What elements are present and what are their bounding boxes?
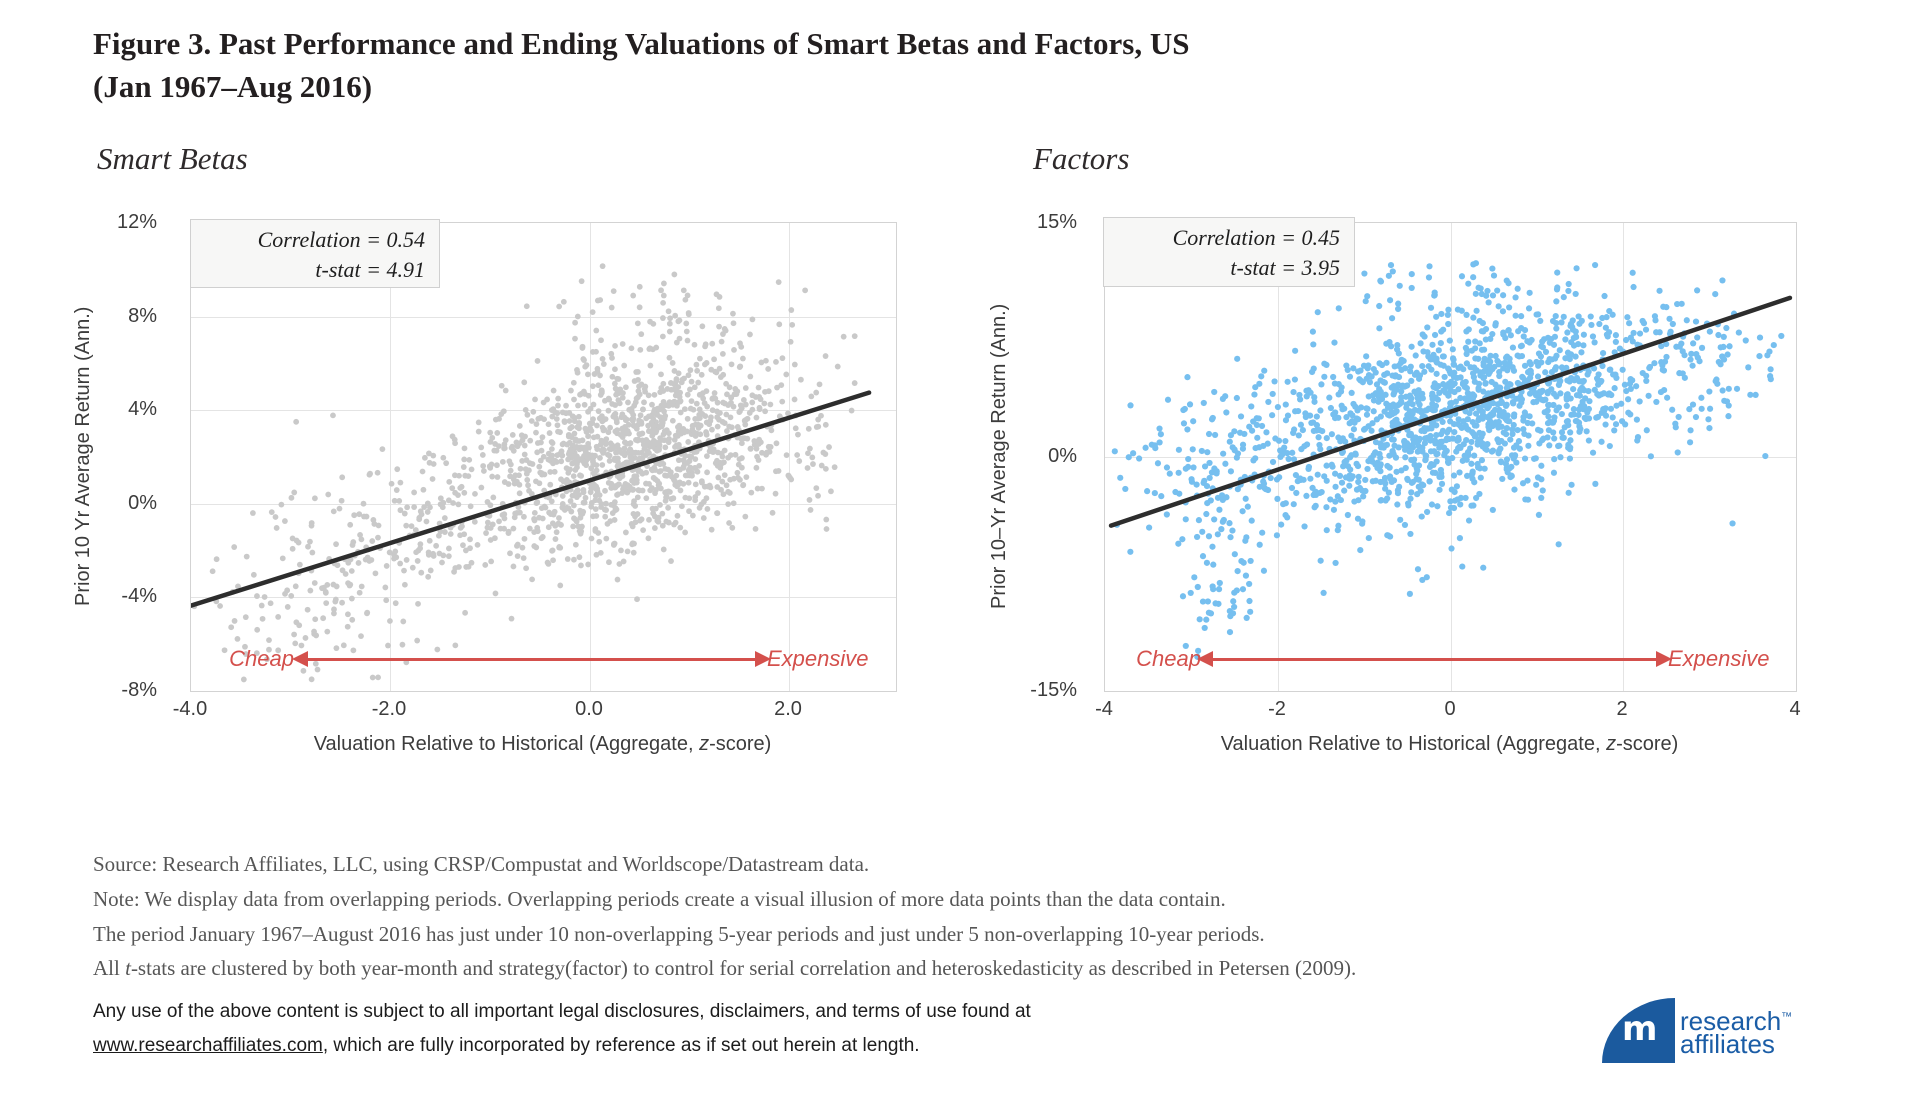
legal-disclaimer: Any use of the above content is subject … [93, 1001, 1031, 1056]
chart-title-smart-betas: Smart Betas [97, 141, 248, 176]
x-axis-title: Valuation Relative to Historical (Aggreg… [313, 733, 772, 755]
x-axis-title: Valuation Relative to Historical (Aggreg… [1220, 733, 1679, 755]
figure-title-line2: (Jan 1967–Aug 2016) [93, 69, 373, 104]
cheap-expensive-arrow [1197, 651, 1672, 667]
arrow-right-head-icon [1656, 651, 1672, 667]
scatter-points-canvas [191, 223, 896, 691]
x-tick-label: 2 [1616, 698, 1628, 720]
scatter-points-canvas [1105, 223, 1796, 691]
figure-title-line1: Figure 3. Past Performance and Ending Va… [93, 26, 1190, 61]
plot-area: Correlation = 0.45 t-stat = 3.95 Cheap E… [1103, 217, 1797, 692]
cheap-label: Cheap [1136, 646, 1201, 671]
x-tick-label: -4 [1095, 698, 1113, 720]
x-tick-label: 4 [1789, 698, 1801, 720]
plot-area: Correlation = 0.54 t-stat = 4.91 Cheap E… [190, 219, 897, 692]
note-overlapping: Note: We display data from overlapping p… [93, 887, 1226, 911]
expensive-label: Expensive [767, 646, 869, 671]
source-note: Source: Research Affiliates, LLC, using … [93, 852, 870, 876]
y-tick-label: -15% [1030, 679, 1077, 701]
logo-wordmark: research™ affiliates [1680, 1006, 1793, 1059]
tstat-value: t-stat = 4.91 [315, 257, 425, 282]
x-tick-label: -4.0 [172, 698, 208, 720]
cheap-expensive-annotation: Cheap Expensive [191, 646, 896, 672]
x-tick-label: -2 [1268, 698, 1286, 720]
y-tick-label: 4% [128, 398, 157, 420]
research-affiliates-logo: m research™ affiliates [1602, 996, 1822, 1066]
y-tick-label: 8% [128, 305, 157, 327]
y-tick-label: 0% [128, 492, 157, 514]
y-tick-label: -4% [121, 585, 157, 607]
note-period: The period January 1967–August 2016 has … [93, 922, 1265, 946]
expensive-label: Expensive [1668, 646, 1770, 671]
figure-title: Figure 3. Past Performance and Ending Va… [93, 22, 1593, 108]
y-tick-label: 15% [1036, 211, 1077, 233]
cheap-expensive-arrow [292, 651, 771, 667]
note-tstats: All t-stats are clustered by both year-m… [93, 956, 1357, 980]
arrow-left-head-icon [1197, 651, 1213, 667]
chart-title-factors: Factors [1033, 141, 1130, 176]
arrow-left-head-icon [292, 651, 308, 667]
researchaffiliates-link[interactable]: www.researchaffiliates.com [93, 1035, 323, 1056]
y-axis-title: Prior 10 Yr Average Return (Ann.) [72, 306, 94, 606]
x-tick-label: 0.0 [575, 698, 603, 720]
cheap-label: Cheap [229, 646, 294, 671]
trademark-symbol: ™ [1781, 1011, 1793, 1023]
correlation-annotation: Correlation = 0.45 t-stat = 3.95 [1103, 217, 1355, 287]
tstat-value: t-stat = 3.95 [1230, 255, 1340, 280]
correlation-value: Correlation = 0.54 [257, 227, 425, 252]
x-tick-label: -2.0 [371, 698, 407, 720]
y-tick-label: 0% [1048, 445, 1077, 467]
correlation-value: Correlation = 0.45 [1172, 225, 1340, 250]
x-tick-label: 0 [1444, 698, 1456, 720]
x-tick-label: 2.0 [774, 698, 802, 720]
correlation-annotation: Correlation = 0.54 t-stat = 4.91 [190, 219, 440, 288]
y-tick-label: 12% [116, 211, 157, 233]
y-tick-label: -8% [121, 679, 157, 701]
arrow-right-head-icon [755, 651, 771, 667]
cheap-expensive-annotation: Cheap Expensive [1105, 646, 1796, 672]
ra-logo-mark-icon: m [1602, 998, 1675, 1063]
